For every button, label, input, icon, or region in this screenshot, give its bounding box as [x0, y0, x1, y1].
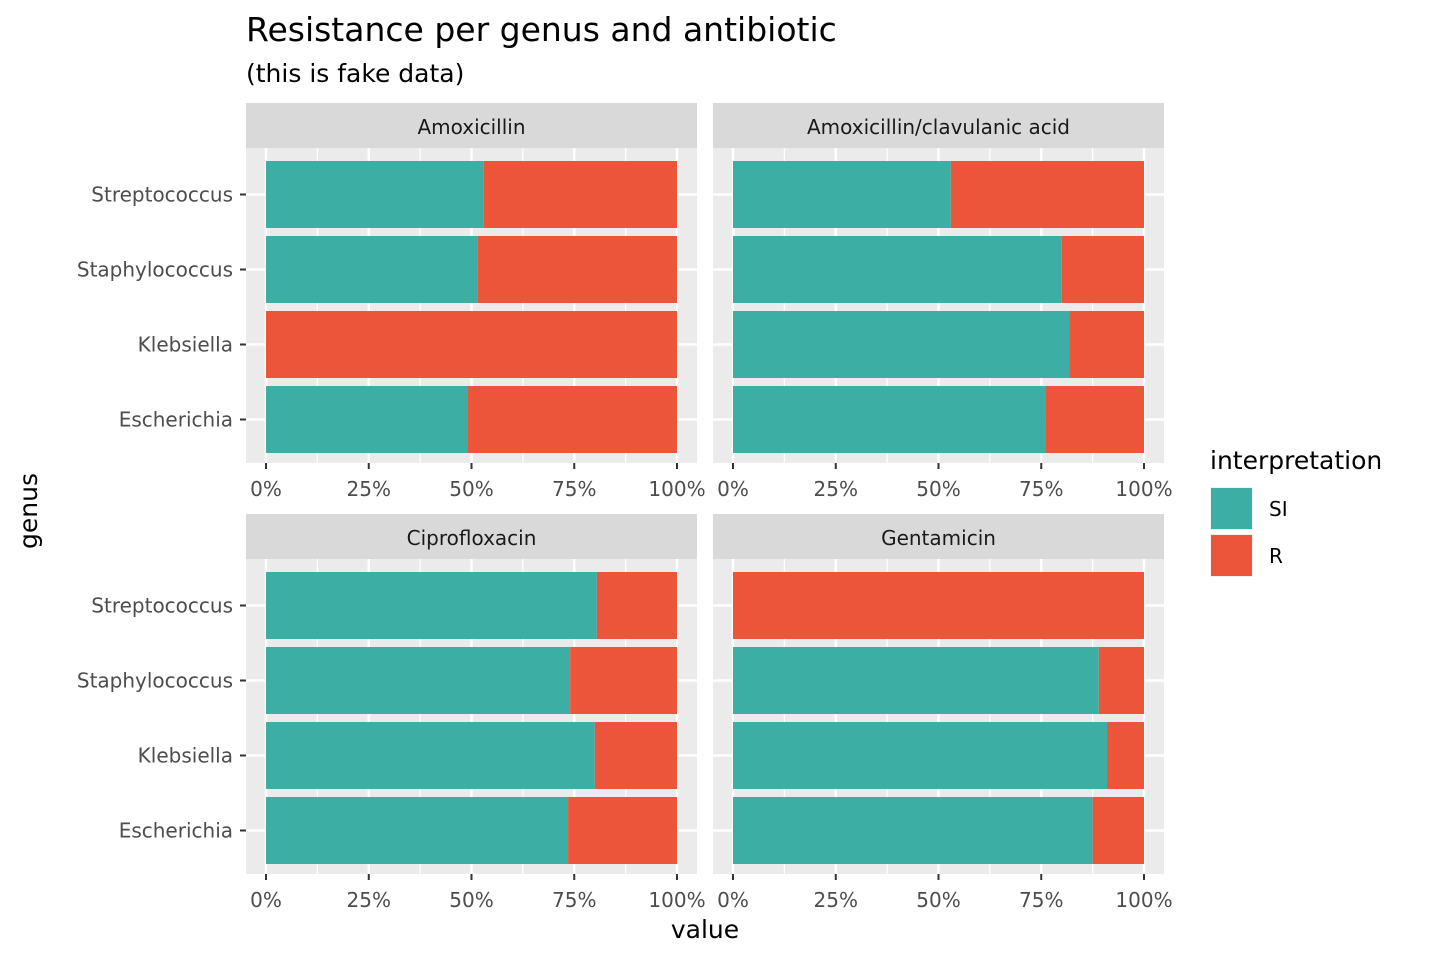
bar-r-streptococcus — [950, 161, 1144, 228]
y-tick-label: Staphylococcus — [77, 258, 233, 282]
chart-subtitle: (this is fake data) — [246, 59, 464, 88]
bar-r-staphylococcus — [570, 647, 677, 714]
x-tick-label: 75% — [1019, 477, 1063, 501]
bar-si-escherichia — [733, 797, 1093, 864]
chart-title: Resistance per genus and antibiotic — [246, 10, 837, 49]
facet-strip — [246, 103, 697, 148]
bar-r-klebsiella — [1107, 722, 1144, 789]
legend-swatch-si — [1211, 488, 1252, 529]
bar-si-staphylococcus — [733, 647, 1099, 714]
x-tick-label: 75% — [552, 888, 596, 912]
facet-strip-label: Gentamicin — [881, 526, 996, 550]
bar-si-escherichia — [733, 386, 1046, 453]
x-tick-label: 100% — [648, 888, 705, 912]
bar-si-escherichia — [266, 386, 468, 453]
facet-strip-label: Ciprofloxacin — [407, 526, 537, 550]
facet-strip-label: Amoxicillin — [417, 115, 525, 139]
bar-si-klebsiella — [733, 311, 1071, 378]
facet-strip — [713, 103, 1164, 148]
bar-r-escherichia — [568, 797, 677, 864]
facet-panel: Gentamicin 0% 25% 50% 75% 100% — [713, 514, 1173, 912]
bar-r-escherichia — [1092, 797, 1144, 864]
bar-r-streptococcus — [596, 572, 677, 639]
bar-r-klebsiella — [1070, 311, 1144, 378]
x-tick-label: 50% — [916, 477, 960, 501]
x-axis-title: value — [671, 915, 739, 944]
bar-si-streptococcus — [733, 161, 951, 228]
legend: interpretation SI R — [1210, 446, 1382, 577]
bar-r-staphylococcus — [1061, 236, 1144, 303]
x-tick-label: 50% — [449, 888, 493, 912]
y-tick-label: Klebsiella — [138, 333, 233, 357]
bar-si-staphylococcus — [266, 647, 571, 714]
y-tick-label: Escherichia — [119, 819, 233, 843]
x-tick-label: 50% — [916, 888, 960, 912]
x-tick-label: 100% — [648, 477, 705, 501]
y-axis-title: genus — [14, 473, 43, 549]
bar-si-klebsiella — [266, 722, 595, 789]
bar-si-klebsiella — [733, 722, 1108, 789]
bar-r-klebsiella — [594, 722, 677, 789]
bar-si-staphylococcus — [733, 236, 1062, 303]
facet-strip-label: Amoxicillin/clavulanic acid — [807, 115, 1070, 139]
x-tick-label: 0% — [250, 888, 282, 912]
x-tick-label: 25% — [347, 888, 391, 912]
bar-r-escherichia — [1045, 386, 1144, 453]
bar-si-streptococcus — [266, 572, 597, 639]
x-tick-label: 0% — [250, 477, 282, 501]
legend-label-si: SI — [1269, 497, 1288, 521]
legend-swatch-r — [1211, 535, 1252, 576]
bar-r-klebsiella — [266, 311, 677, 378]
x-tick-label: 25% — [814, 888, 858, 912]
facet-panel: Amoxicillin Streptococcus Staphylococcus Kl… — [77, 103, 706, 501]
x-tick-label: 0% — [717, 888, 749, 912]
bar-si-escherichia — [266, 797, 569, 864]
x-tick-label: 25% — [814, 477, 858, 501]
bar-si-streptococcus — [266, 161, 484, 228]
y-tick-label: Staphylococcus — [77, 669, 233, 693]
x-tick-label: 0% — [717, 477, 749, 501]
x-tick-label: 100% — [1115, 888, 1172, 912]
x-tick-label: 100% — [1115, 477, 1172, 501]
legend-label-r: R — [1269, 544, 1283, 568]
x-tick-label: 75% — [1019, 888, 1063, 912]
facet-strip — [713, 514, 1164, 559]
facet-panel: Ciprofloxacin Streptococcus Staphylococcus… — [77, 514, 706, 912]
facet-panel: Amoxicillin/clavulanic acid 0% 25% 50% 75% 10… — [713, 103, 1173, 501]
bar-r-streptococcus — [483, 161, 677, 228]
legend-title: interpretation — [1210, 446, 1382, 475]
bar-r-escherichia — [467, 386, 677, 453]
x-tick-label: 25% — [347, 477, 391, 501]
y-tick-label: Escherichia — [119, 408, 233, 432]
y-tick-label: Klebsiella — [138, 744, 233, 768]
y-tick-label: Streptococcus — [91, 594, 233, 618]
facets-group: Amoxicillin Streptococcus Staphylococcus Kl… — [77, 103, 1173, 912]
bar-si-staphylococcus — [266, 236, 478, 303]
facet-strip — [246, 514, 697, 559]
x-tick-label: 75% — [552, 477, 596, 501]
x-tick-label: 50% — [449, 477, 493, 501]
bar-r-streptococcus — [733, 572, 1144, 639]
bar-r-staphylococcus — [477, 236, 677, 303]
y-tick-label: Streptococcus — [91, 183, 233, 207]
bar-r-staphylococcus — [1098, 647, 1144, 714]
